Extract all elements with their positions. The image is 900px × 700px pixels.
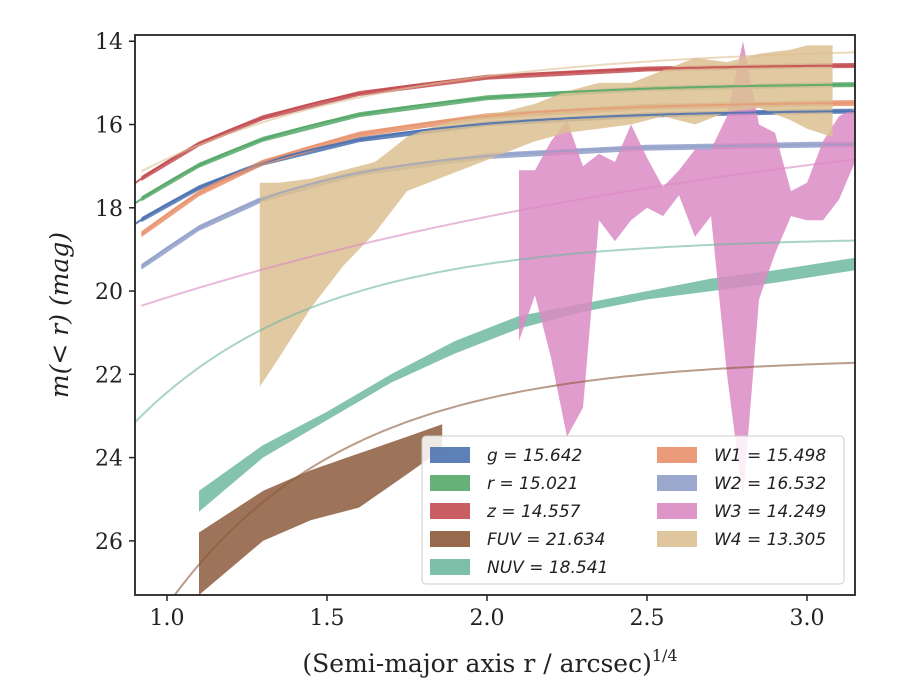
- legend-label-w3: W3 = 14.249: [714, 502, 826, 522]
- y-tick-label: 20: [95, 280, 123, 305]
- legend-frame: [421, 435, 845, 585]
- y-tick-label: 24: [95, 447, 123, 472]
- legend-label-w1: W1 = 15.498: [714, 446, 826, 466]
- legend-swatch-z: [430, 503, 470, 519]
- y-tick-label: 26: [95, 530, 123, 555]
- x-tick-label: 1.5: [310, 606, 345, 631]
- w3-band: [519, 41, 855, 500]
- legend-label-g: g = 15.642: [487, 446, 582, 466]
- fuv-band: [199, 424, 443, 595]
- y-tick-label: 22: [95, 363, 123, 388]
- x-axis: 1.0 1.5 2.0 2.5 3.0: [150, 595, 825, 631]
- legend-label-nuv: NUV = 18.541: [487, 558, 608, 578]
- legend-swatch-w3: [657, 503, 697, 519]
- legend-swatch-g: [430, 447, 470, 463]
- y-axis-label: m(< r) (mag): [45, 232, 74, 398]
- legend-swatch-fuv: [430, 531, 470, 547]
- legend-swatch-w2: [657, 475, 697, 491]
- r-model-line: [135, 83, 855, 205]
- legend-swatch-r: [430, 475, 470, 491]
- bands-layer: [141, 41, 855, 595]
- x-tick-label: 1.0: [150, 606, 185, 631]
- x-tick-label: 2.5: [630, 606, 665, 631]
- y-tick-label: 14: [95, 30, 123, 55]
- legend-swatch-nuv: [430, 559, 470, 575]
- z-model-line: [135, 64, 855, 185]
- y-tick-label: 16: [95, 114, 123, 139]
- w1-model-line: [140, 102, 855, 235]
- w4-band: [259, 45, 833, 387]
- legend-swatch-w1: [657, 447, 697, 463]
- legend: g = 15.642 r = 15.021 z = 14.557 FUV = 21.6…: [421, 435, 845, 585]
- model-lines-layer: [135, 51, 855, 595]
- legend-label-z: z = 14.557: [486, 502, 581, 522]
- nuv-model-line: [135, 239, 855, 423]
- x-axis-label: (Semi-major axis r / arcsec)1/4: [302, 646, 677, 678]
- w2-model-line: [140, 143, 855, 268]
- x-tick-label: 2.0: [470, 606, 505, 631]
- legend-swatch-w4: [657, 531, 697, 547]
- x-tick-label: 3.0: [790, 606, 825, 631]
- legend-label-r: r = 15.021: [487, 474, 579, 494]
- legend-label-w4: W4 = 13.305: [714, 530, 826, 550]
- y-tick-label: 18: [95, 197, 123, 222]
- legend-label-fuv: FUV = 21.634: [487, 530, 605, 550]
- w3-model-line: [141, 158, 855, 307]
- legend-label-w2: W2 = 16.532: [714, 474, 826, 494]
- w4-model-line: [140, 51, 855, 173]
- plot-frame: [134, 34, 856, 596]
- fuv-model-line: [173, 361, 855, 595]
- y-axis: 14 16 18 20 22 24 26: [95, 30, 135, 555]
